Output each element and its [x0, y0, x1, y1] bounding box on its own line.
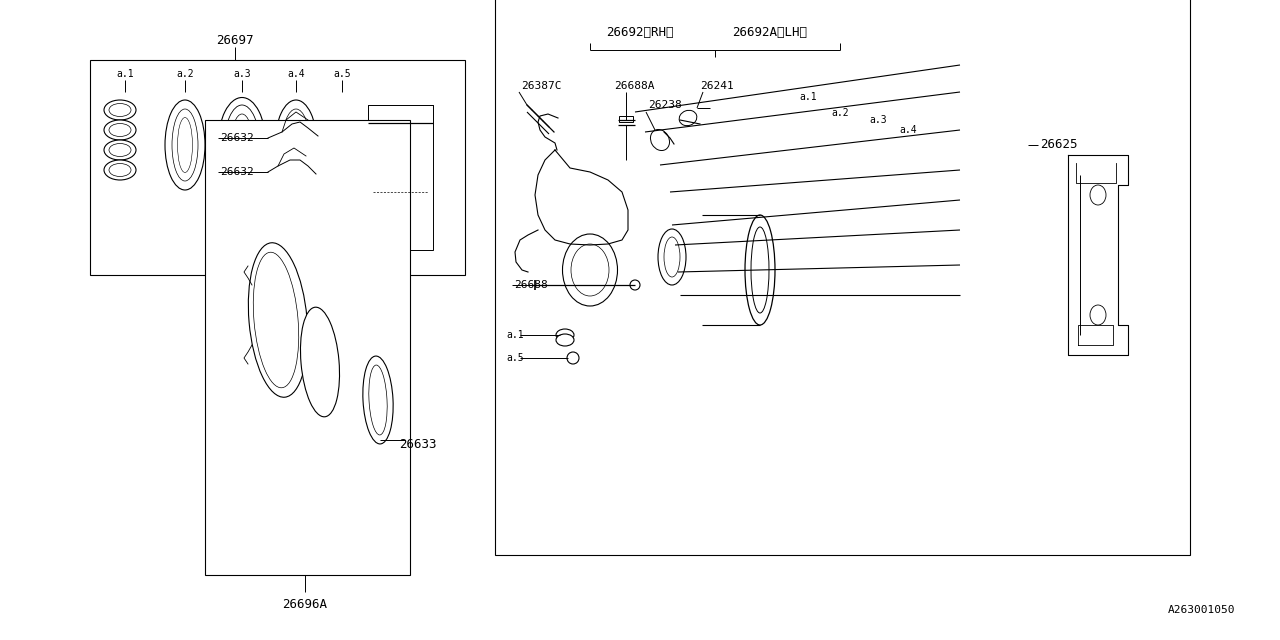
Text: a.4: a.4: [899, 125, 916, 135]
Text: a.3: a.3: [869, 115, 887, 125]
Ellipse shape: [650, 129, 669, 150]
Ellipse shape: [109, 143, 131, 157]
Ellipse shape: [109, 163, 131, 177]
Bar: [205, 120, 410, 575]
Ellipse shape: [230, 114, 253, 176]
Ellipse shape: [556, 334, 573, 346]
Text: A263001050: A263001050: [1167, 605, 1235, 615]
Ellipse shape: [333, 141, 351, 165]
Text: a.1: a.1: [799, 92, 817, 102]
Ellipse shape: [104, 160, 136, 180]
Bar: [495, 0, 1190, 555]
Ellipse shape: [109, 104, 131, 116]
Ellipse shape: [369, 365, 387, 435]
Text: 26632: 26632: [220, 133, 253, 143]
Ellipse shape: [104, 100, 136, 120]
Bar: [620, 116, 634, 122]
Text: 26692A〈LH〉: 26692A〈LH〉: [732, 26, 808, 38]
Text: a.1: a.1: [116, 69, 134, 79]
Text: 26387C: 26387C: [521, 81, 562, 91]
Ellipse shape: [745, 215, 774, 325]
Ellipse shape: [253, 252, 298, 388]
Text: a.5: a.5: [333, 69, 351, 79]
Text: 26238: 26238: [648, 100, 682, 110]
Ellipse shape: [362, 356, 393, 444]
Text: a.2: a.2: [177, 69, 193, 79]
Text: 26688: 26688: [515, 280, 548, 290]
Ellipse shape: [630, 280, 640, 290]
Ellipse shape: [178, 118, 192, 173]
Text: 26692〈RH〉: 26692〈RH〉: [607, 26, 673, 38]
Text: a.5: a.5: [506, 353, 524, 363]
Text: 26632: 26632: [220, 167, 253, 177]
Ellipse shape: [275, 100, 317, 190]
Ellipse shape: [337, 152, 347, 164]
Text: 26633: 26633: [399, 438, 436, 451]
Ellipse shape: [218, 97, 266, 193]
Ellipse shape: [165, 100, 205, 190]
Text: 26625: 26625: [1039, 138, 1078, 152]
Ellipse shape: [224, 105, 260, 185]
Text: 26696A: 26696A: [283, 598, 328, 611]
Ellipse shape: [104, 140, 136, 160]
Ellipse shape: [571, 244, 609, 296]
Ellipse shape: [1091, 185, 1106, 205]
Ellipse shape: [248, 243, 307, 397]
Text: 26697: 26697: [216, 33, 253, 47]
Ellipse shape: [301, 307, 339, 417]
Text: a.3: a.3: [233, 69, 251, 79]
Text: a.2: a.2: [831, 108, 849, 118]
Text: 26688A: 26688A: [614, 81, 654, 91]
Ellipse shape: [556, 329, 573, 341]
Bar: [369, 105, 433, 250]
Bar: [369, 105, 433, 123]
Ellipse shape: [104, 120, 136, 140]
Ellipse shape: [680, 110, 696, 125]
Bar: [90, 60, 465, 275]
Text: a.1: a.1: [506, 330, 524, 340]
Text: 26241: 26241: [700, 81, 733, 91]
Ellipse shape: [751, 227, 769, 313]
Ellipse shape: [658, 229, 686, 285]
Ellipse shape: [282, 109, 310, 181]
Ellipse shape: [567, 352, 579, 364]
Ellipse shape: [237, 122, 247, 168]
Ellipse shape: [664, 237, 680, 277]
Ellipse shape: [1091, 305, 1106, 325]
Ellipse shape: [172, 109, 198, 181]
Ellipse shape: [109, 124, 131, 136]
Ellipse shape: [562, 234, 617, 306]
Text: a.4: a.4: [287, 69, 305, 79]
